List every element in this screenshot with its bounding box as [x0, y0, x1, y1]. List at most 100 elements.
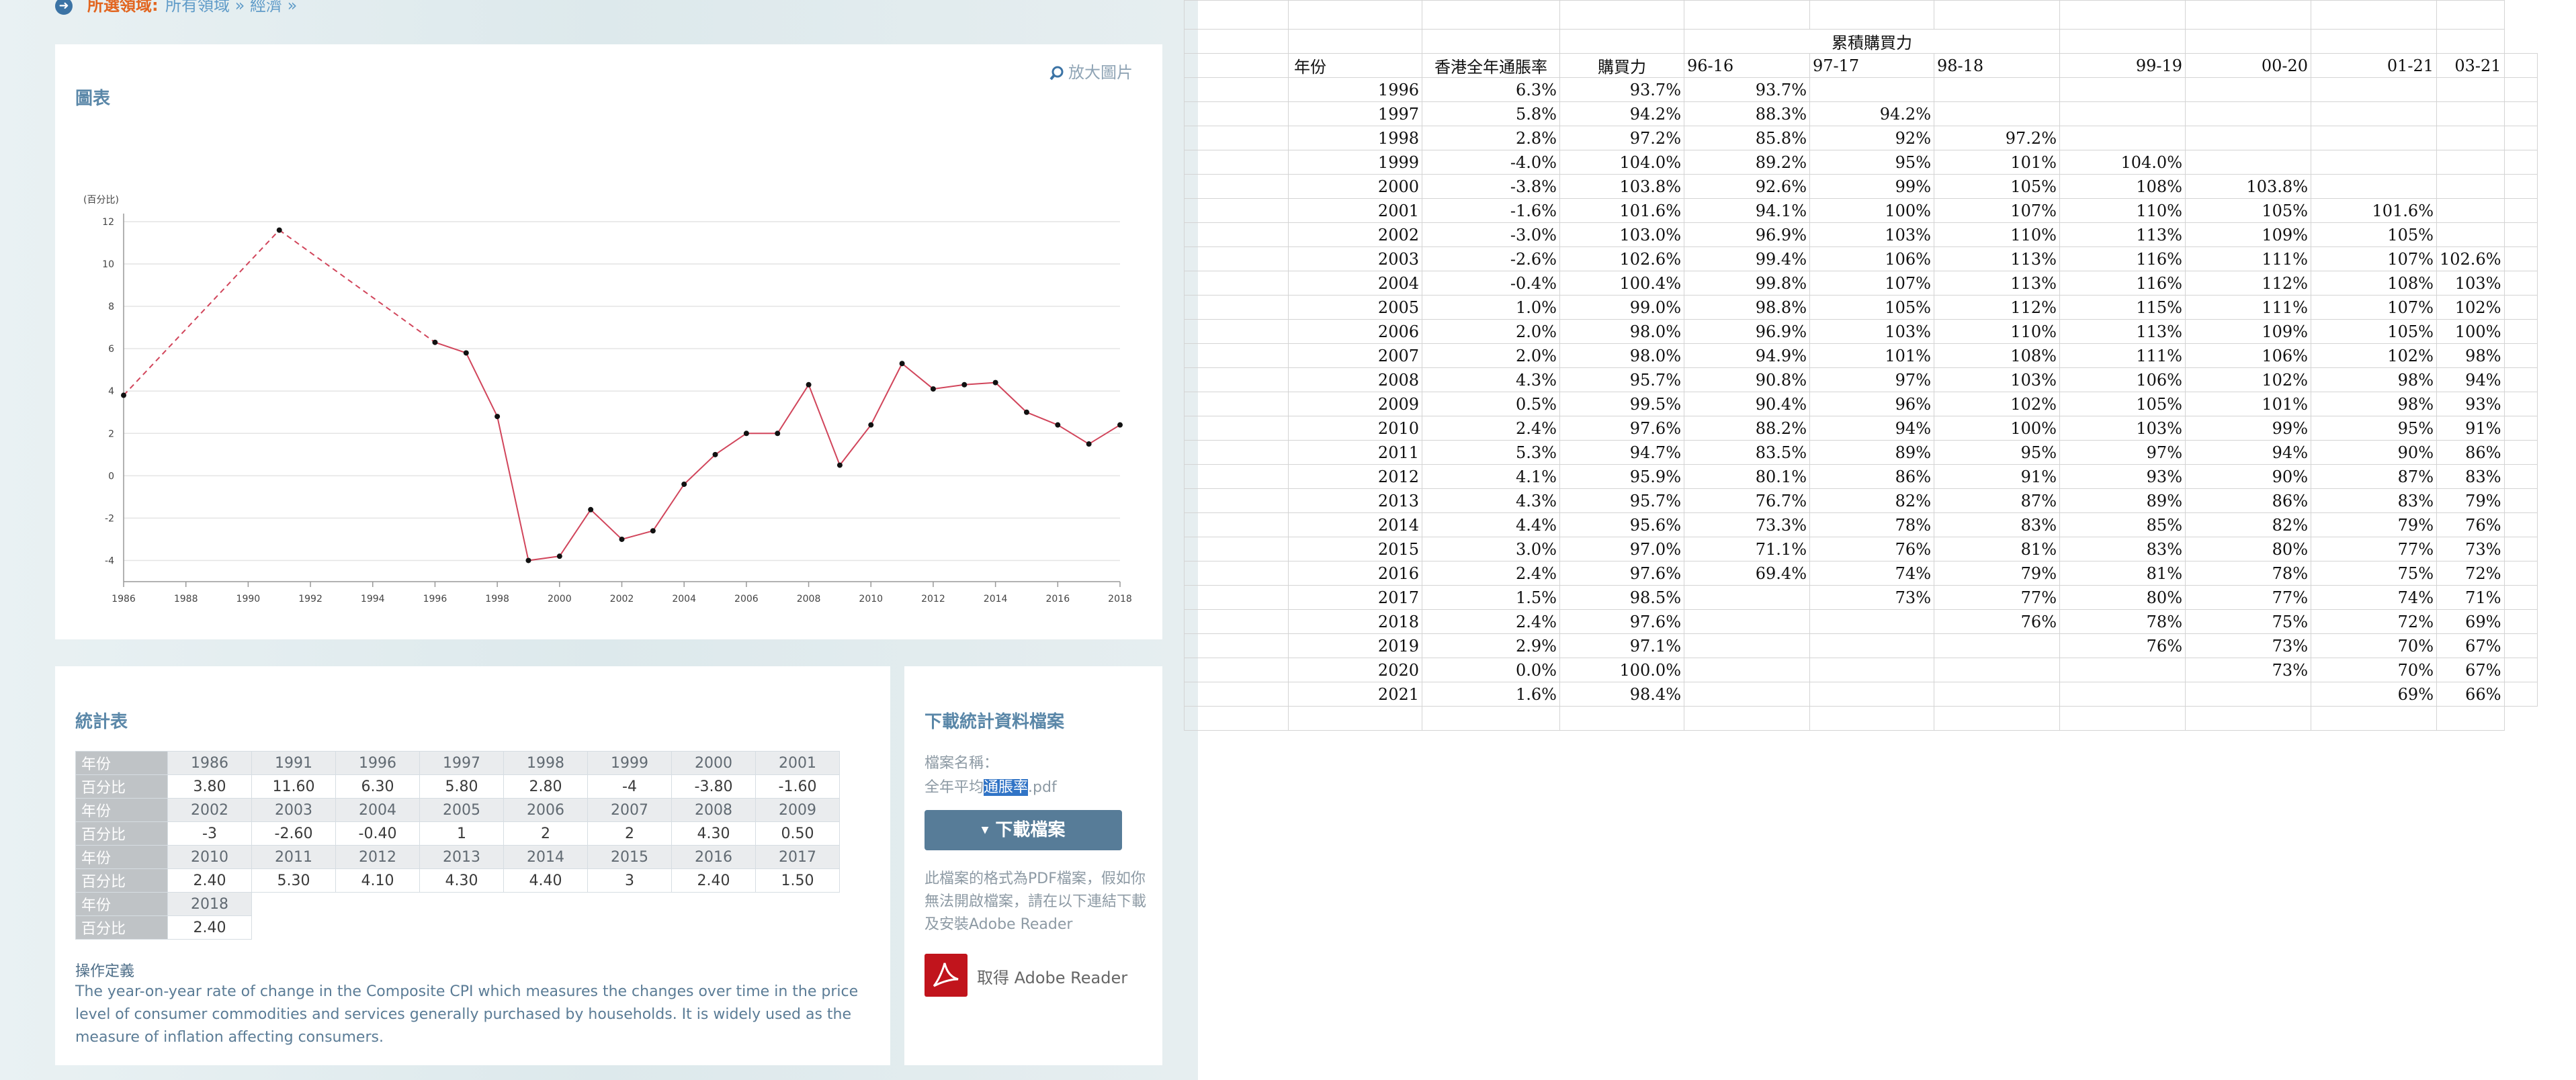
sheet-cell[interactable] [2503, 53, 2538, 78]
sheet-cell[interactable] [1184, 416, 1289, 441]
sheet-data-cell[interactable]: 76.7% [1684, 488, 1810, 513]
sheet-data-cell[interactable]: 90% [2185, 464, 2311, 489]
sheet-data-cell[interactable]: 102% [2185, 367, 2311, 392]
sheet-cell[interactable] [1184, 464, 1289, 489]
sheet-data-cell[interactable]: 86% [1809, 464, 1934, 489]
sheet-data-cell[interactable]: 89% [1809, 440, 1934, 465]
sheet-data-cell[interactable]: 70% [2311, 658, 2437, 682]
sheet-data-cell[interactable]: 116% [2059, 246, 2186, 271]
sheet-cell[interactable] [1288, 0, 1422, 30]
sheet-data-cell[interactable]: 99.5% [1559, 392, 1684, 416]
sheet-data-cell[interactable]: 76% [1809, 537, 1934, 561]
sheet-data-cell[interactable]: 76% [1934, 609, 2060, 634]
sheet-data-cell[interactable]: 100.4% [1559, 271, 1684, 296]
sheet-data-cell[interactable]: 103.8% [2185, 174, 2311, 199]
sheet-data-cell[interactable]: 77% [2311, 537, 2437, 561]
sheet-data-cell[interactable]: 94.2% [1559, 101, 1684, 126]
sheet-cell[interactable] [1184, 367, 1289, 392]
sheet-data-cell[interactable] [2059, 101, 2186, 126]
sheet-data-cell[interactable]: 73.3% [1684, 512, 1810, 537]
sheet-cell[interactable] [1559, 0, 1684, 30]
sheet-data-cell[interactable]: 6.3% [1422, 77, 1560, 102]
sheet-data-cell[interactable]: 108% [1934, 343, 2060, 368]
sheet-data-cell[interactable]: 90.4% [1684, 392, 1810, 416]
sheet-data-cell[interactable]: 2016 [1288, 561, 1422, 586]
sheet-data-cell[interactable]: 99.4% [1684, 246, 1810, 271]
sheet-cell[interactable] [2311, 0, 2437, 30]
sheet-cell[interactable] [1422, 0, 1560, 30]
sheet-data-cell[interactable] [2185, 150, 2311, 175]
sheet-data-cell[interactable]: 91% [2436, 416, 2505, 441]
sheet-cell[interactable] [2503, 295, 2538, 320]
sheet-data-cell[interactable]: 105% [2185, 198, 2311, 223]
sheet-data-cell[interactable]: 102% [2311, 343, 2437, 368]
sheet-data-cell[interactable]: 2000 [1288, 174, 1422, 199]
sheet-data-cell[interactable]: 87% [1934, 488, 2060, 513]
sheet-cell[interactable] [2503, 464, 2538, 489]
sheet-cell[interactable] [2436, 706, 2505, 731]
sheet-data-cell[interactable]: 79% [2311, 512, 2437, 537]
sheet-data-cell[interactable]: 78% [1809, 512, 1934, 537]
sheet-cell[interactable] [2503, 488, 2538, 513]
sheet-header-cell[interactable]: 年份 [1288, 53, 1422, 78]
sheet-data-cell[interactable]: 105% [2311, 319, 2437, 344]
sheet-data-cell[interactable]: 94.7% [1559, 440, 1684, 465]
sheet-cell[interactable] [1559, 706, 1684, 731]
sheet-data-cell[interactable]: 95.9% [1559, 464, 1684, 489]
sheet-data-cell[interactable]: 2019 [1288, 633, 1422, 658]
sheet-data-cell[interactable]: 103% [2436, 271, 2505, 296]
sheet-data-cell[interactable]: 2011 [1288, 440, 1422, 465]
sheet-data-cell[interactable]: 85.8% [1684, 126, 1810, 150]
sheet-data-cell[interactable]: 94.9% [1684, 343, 1810, 368]
sheet-data-cell[interactable]: 2014 [1288, 512, 1422, 537]
sheet-cell[interactable] [2311, 29, 2437, 54]
sheet-data-cell[interactable]: 97.2% [1934, 126, 2060, 150]
sheet-data-cell[interactable] [1934, 633, 2060, 658]
sheet-data-cell[interactable] [1934, 658, 2060, 682]
sheet-title[interactable]: 累積購買力 [1684, 29, 2060, 54]
sheet-data-cell[interactable]: 94.2% [1809, 101, 1934, 126]
sheet-cell[interactable] [2059, 0, 2186, 30]
sheet-data-cell[interactable]: 4.3% [1422, 367, 1560, 392]
sheet-data-cell[interactable]: 69% [2436, 609, 2505, 634]
breadcrumb-path[interactable]: 所有領域 » 經濟 » [165, 0, 298, 15]
sheet-data-cell[interactable]: 101% [1934, 150, 2060, 175]
sheet-data-cell[interactable]: 85% [2059, 512, 2186, 537]
sheet-header-cell[interactable]: 99-19 [2059, 53, 2186, 78]
sheet-data-cell[interactable]: 92.6% [1684, 174, 1810, 199]
sheet-data-cell[interactable]: 4.1% [1422, 464, 1560, 489]
sheet-data-cell[interactable] [2185, 77, 2311, 102]
sheet-header-cell[interactable]: 00-20 [2185, 53, 2311, 78]
sheet-data-cell[interactable]: 101% [2185, 392, 2311, 416]
sheet-data-cell[interactable]: 86% [2185, 488, 2311, 513]
sheet-cell[interactable] [1184, 150, 1289, 175]
sheet-cell[interactable] [2059, 29, 2186, 54]
sheet-data-cell[interactable]: 97.1% [1559, 633, 1684, 658]
sheet-data-cell[interactable]: 95% [1809, 150, 1934, 175]
sheet-data-cell[interactable] [2311, 77, 2437, 102]
sheet-data-cell[interactable]: 73% [2185, 658, 2311, 682]
sheet-cell[interactable] [2503, 343, 2538, 368]
sheet-data-cell[interactable] [1809, 633, 1934, 658]
sheet-data-cell[interactable]: 106% [1809, 246, 1934, 271]
sheet-data-cell[interactable]: 102.6% [2436, 246, 2505, 271]
sheet-data-cell[interactable]: 88.3% [1684, 101, 1810, 126]
sheet-data-cell[interactable] [1809, 658, 1934, 682]
sheet-cell[interactable] [2503, 416, 2538, 441]
sheet-data-cell[interactable]: 98% [2311, 367, 2437, 392]
sheet-header-cell[interactable]: 96-16 [1684, 53, 1810, 78]
sheet-data-cell[interactable]: 112% [2185, 271, 2311, 296]
sheet-cell[interactable] [1184, 126, 1289, 150]
sheet-data-cell[interactable]: 97% [1809, 367, 1934, 392]
sheet-data-cell[interactable]: 2007 [1288, 343, 1422, 368]
sheet-data-cell[interactable] [1684, 633, 1810, 658]
sheet-data-cell[interactable]: 93% [2436, 392, 2505, 416]
sheet-data-cell[interactable]: 2015 [1288, 537, 1422, 561]
sheet-data-cell[interactable]: 104.0% [2059, 150, 2186, 175]
sheet-cell[interactable] [2503, 246, 2538, 271]
sheet-data-cell[interactable]: 103.8% [1559, 174, 1684, 199]
sheet-data-cell[interactable]: 2004 [1288, 271, 1422, 296]
sheet-data-cell[interactable]: 67% [2436, 633, 2505, 658]
sheet-data-cell[interactable]: 109% [2185, 319, 2311, 344]
sheet-cell[interactable] [1934, 0, 2060, 30]
